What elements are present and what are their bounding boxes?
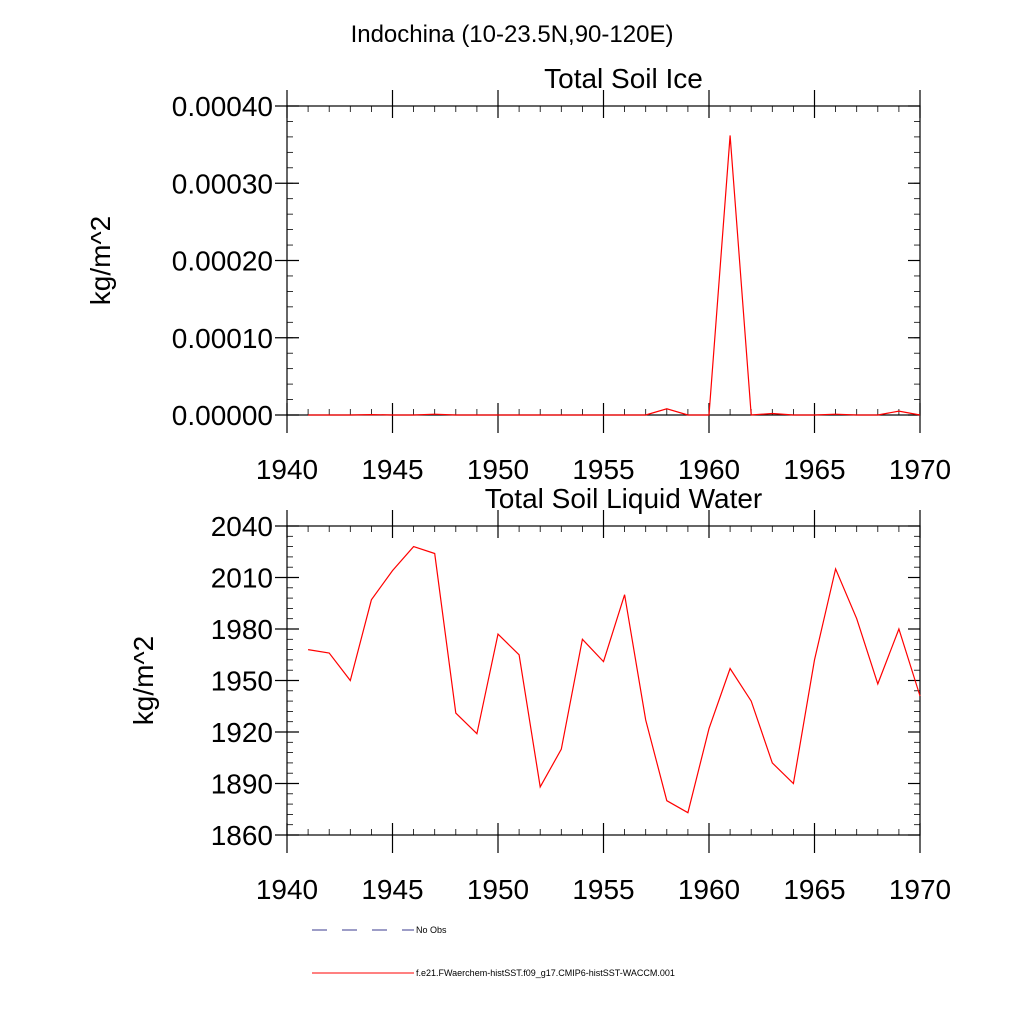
x-tick-label: 1965 <box>783 874 845 905</box>
x-tick-label: 1940 <box>256 454 318 485</box>
legend-label-no-obs: No Obs <box>416 925 447 935</box>
x-tick-label: 1955 <box>572 454 634 485</box>
y-axis-label: kg/m^2 <box>128 636 159 725</box>
y-tick-label: 0.00040 <box>172 91 273 122</box>
x-tick-label: 1965 <box>783 454 845 485</box>
panel-total-soil-ice: Total Soil Ice kg/m^2 0.00000 0.00010 0.0002… <box>85 63 951 485</box>
x-tick-label: 1960 <box>678 874 740 905</box>
legend: No Obs f.e21.FWaerchem-histSST.f09_g17.C… <box>312 925 675 978</box>
y-tick-label: 1920 <box>211 717 273 748</box>
y-tick-label: 1890 <box>211 769 273 800</box>
series-line <box>308 135 921 416</box>
y-tick-label: 2010 <box>211 563 273 594</box>
y-tick-label: 0.00000 <box>172 400 273 431</box>
x-tick-label: 1950 <box>467 874 529 905</box>
legend-item-model: f.e21.FWaerchem-histSST.f09_g17.CMIP6-hi… <box>312 968 675 978</box>
plot-frame <box>286 525 921 836</box>
chart-title: Total Soil Ice <box>544 63 703 94</box>
x-tick-label: 1955 <box>572 874 634 905</box>
x-tick-label: 1970 <box>889 874 951 905</box>
y-axis-label: kg/m^2 <box>85 216 116 305</box>
x-tick-label: 1945 <box>361 874 423 905</box>
y-tick-label: 1950 <box>211 666 273 697</box>
y-tick-label: 1980 <box>211 614 273 645</box>
x-tick-label: 1970 <box>889 454 951 485</box>
x-tick-label: 1940 <box>256 874 318 905</box>
y-tick-label: 0.00030 <box>172 168 273 199</box>
panel-total-soil-liquid-water: Total Soil Liquid Water kg/m^2 1860 1890 192… <box>128 483 951 905</box>
chart-title: Total Soil Liquid Water <box>485 483 763 514</box>
series-line <box>308 545 921 814</box>
x-tick-label: 1950 <box>467 454 529 485</box>
y-tick-label: 0.00020 <box>172 246 273 277</box>
plot-frame <box>286 105 921 416</box>
figure-title: Indochina (10-23.5N,90-120E) <box>351 21 674 48</box>
y-tick-label: 0.00010 <box>172 323 273 354</box>
x-tick-label: 1945 <box>361 454 423 485</box>
x-tick-label: 1960 <box>678 454 740 485</box>
legend-label-model: f.e21.FWaerchem-histSST.f09_g17.CMIP6-hi… <box>416 968 675 978</box>
y-tick-label: 2040 <box>211 511 273 542</box>
legend-item-no-obs: No Obs <box>312 925 447 935</box>
y-tick-label: 1860 <box>211 820 273 851</box>
